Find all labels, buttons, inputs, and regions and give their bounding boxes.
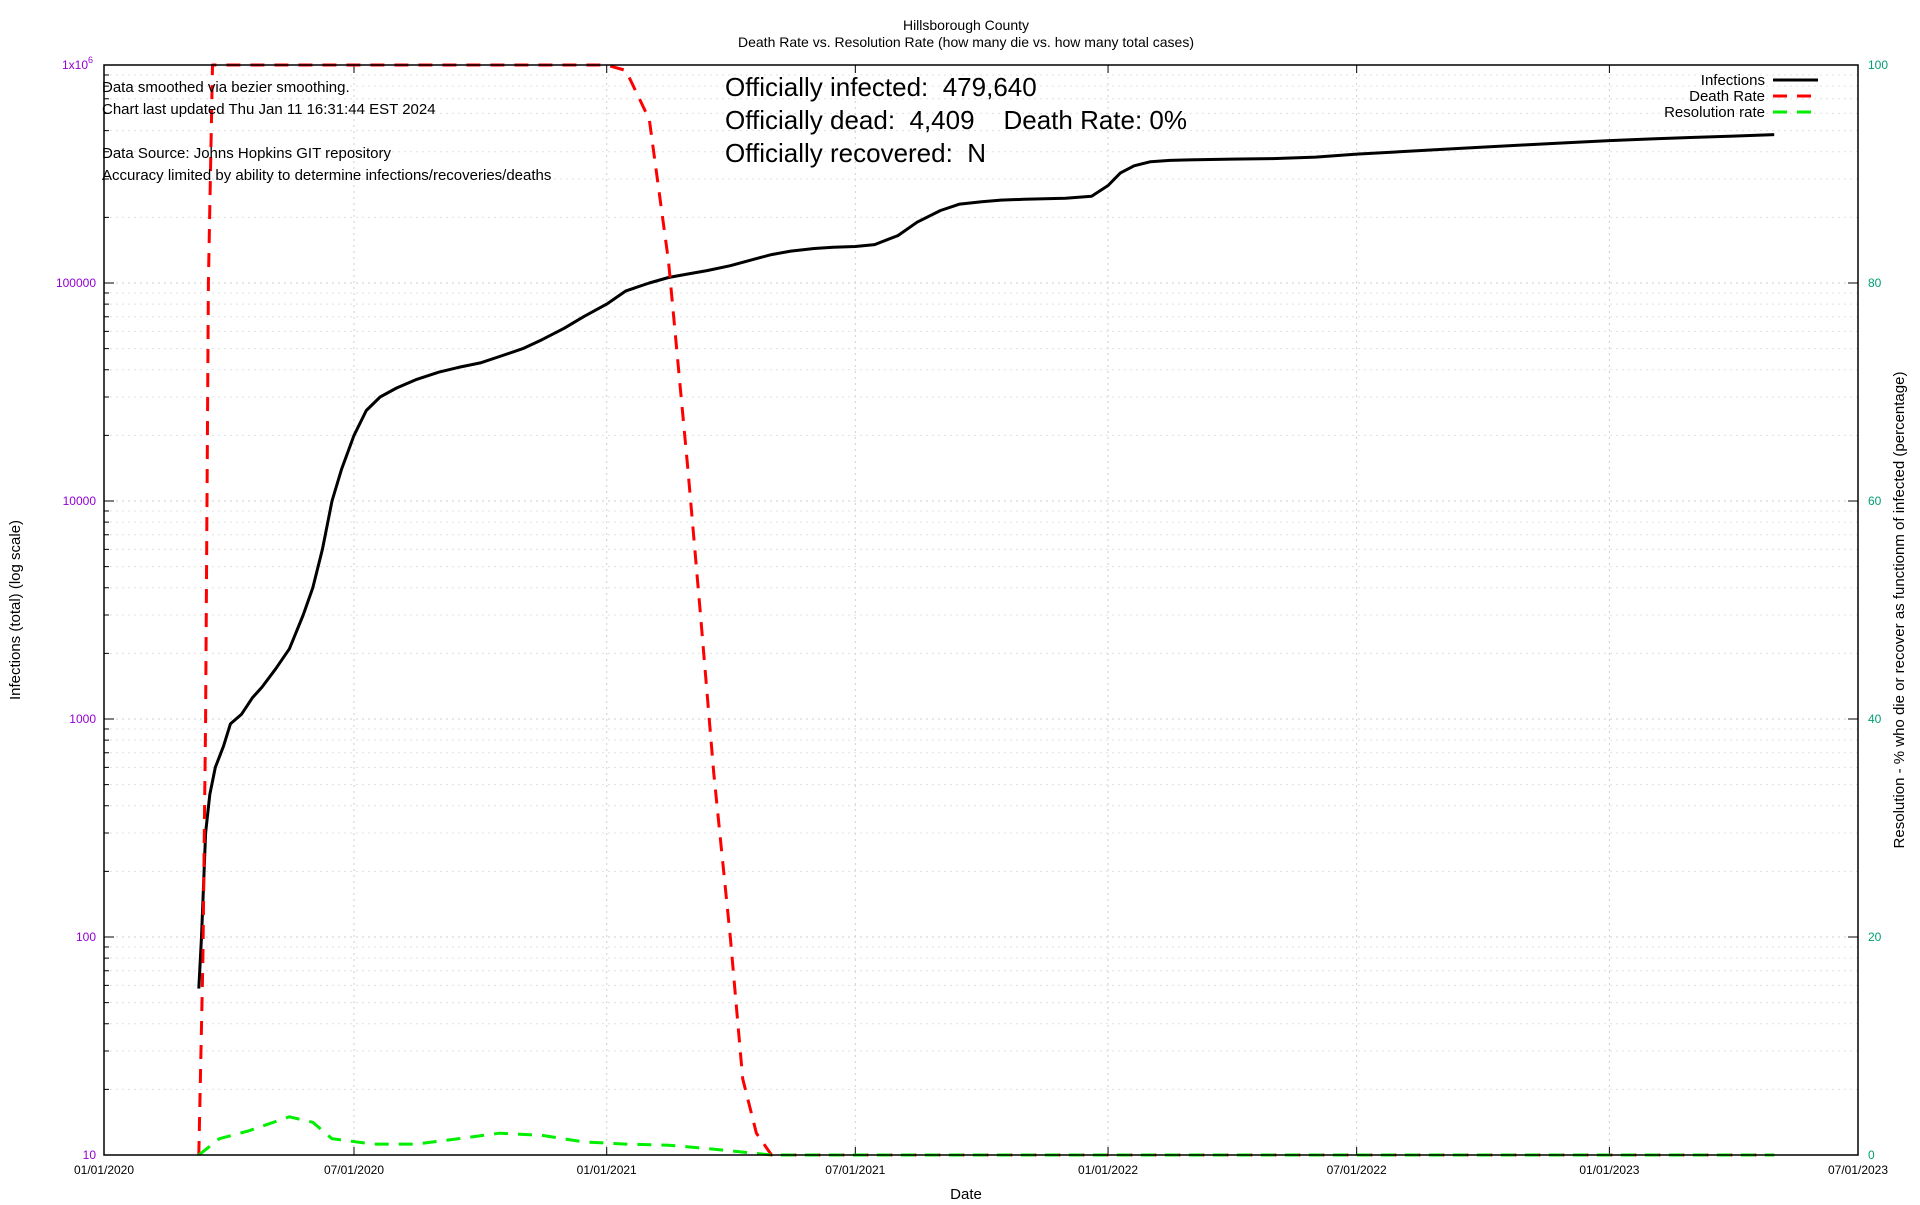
- series-line-resolution-rate: [197, 1115, 1775, 1157]
- legend-label-death-rate: Death Rate: [1689, 88, 1765, 105]
- y-left-tick-label: 10: [83, 1148, 97, 1162]
- note-line: Accuracy limited by ability to determine…: [102, 167, 551, 184]
- plot-frame: [103, 64, 1859, 1156]
- x-tick-label: 01/01/2020: [74, 1163, 134, 1177]
- chart-title: Hillsborough County: [903, 17, 1029, 33]
- x-axis-label: Date: [950, 1186, 982, 1200]
- y-left-tick-label: 1x10: [62, 58, 88, 72]
- y-axis-label-left: Infections (total) (log scale): [7, 520, 24, 700]
- series-line-death-rate: [197, 63, 1775, 1157]
- note-line: Data Source: Johns Hopkins GIT repositor…: [102, 145, 392, 162]
- y-left-tick-label: 10000: [63, 494, 97, 508]
- stat-recovered: Officially recovered: N: [725, 138, 986, 168]
- y-left-tick-exponent: 6: [88, 55, 93, 65]
- notes-annotation: Data smoothed via bezier smoothing. Char…: [102, 79, 551, 184]
- series: [197, 63, 1775, 1157]
- y-right-tick-label: 100: [1868, 58, 1888, 72]
- x-tick-label: 07/01/2021: [825, 1163, 885, 1177]
- x-tick-label: 07/01/2023: [1828, 1163, 1888, 1177]
- chart-subtitle: Death Rate vs. Resolution Rate (how many…: [738, 34, 1194, 50]
- y-right-tick-label: 40: [1868, 712, 1882, 726]
- x-tick-label: 01/01/2021: [577, 1163, 637, 1177]
- y-right-tick-label: 20: [1868, 930, 1882, 944]
- y-right-tick-label: 60: [1868, 494, 1882, 508]
- x-tick-label: 07/01/2020: [324, 1163, 384, 1177]
- x-tick-label: 07/01/2022: [1327, 1163, 1387, 1177]
- grid: [104, 65, 1858, 1155]
- y-left-tick-label: 100: [76, 930, 96, 944]
- y-right-tick-label: 80: [1868, 276, 1882, 290]
- stats-annotation: Officially infected: 479,640 Officially …: [725, 72, 1187, 168]
- ticks: 01/01/2020 07/01/2020 01/01/2021 07/01/2021…: [56, 55, 1888, 1177]
- stat-dead: Officially dead: 4,409 Death Rate: 0%: [725, 105, 1187, 135]
- legend-label-resolution-rate: Resolution rate: [1664, 104, 1765, 121]
- x-tick-label: 01/01/2022: [1078, 1163, 1138, 1177]
- y-axis-label-right: Resolution - % who die or recover as fun…: [1891, 372, 1908, 849]
- note-line: Data smoothed via bezier smoothing.: [102, 79, 350, 96]
- y-left-tick-label: 1000: [69, 712, 96, 726]
- note-line: Chart last updated Thu Jan 11 16:31:44 E…: [102, 101, 436, 118]
- y-left-tick-label: 100000: [56, 276, 96, 290]
- y-right-tick-label: 0: [1868, 1148, 1875, 1162]
- stat-infected: Officially infected: 479,640: [725, 72, 1037, 102]
- x-tick-label: 01/01/2023: [1579, 1163, 1639, 1177]
- series-line-infections: [197, 133, 1775, 989]
- legend-label-infections: Infections: [1701, 72, 1765, 89]
- legend: Infections Death Rate Resolution rate: [1664, 72, 1818, 121]
